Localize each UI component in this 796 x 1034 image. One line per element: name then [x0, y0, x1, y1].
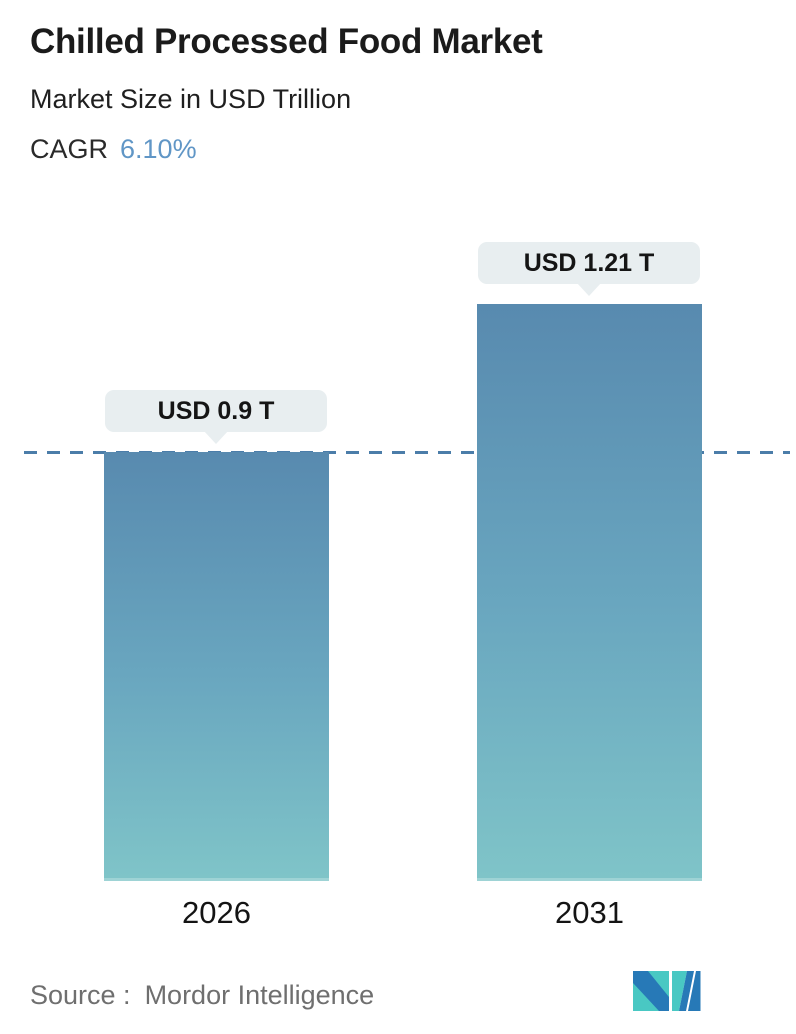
page-title: Chilled Processed Food Market — [30, 22, 543, 61]
value-callout-2026: USD 0.9 T — [105, 389, 327, 444]
source-label: Source : — [30, 980, 131, 1010]
cagr-value: 6.10% — [120, 134, 197, 164]
axis-label-2026: 2026 — [182, 895, 251, 930]
chart-subtitle: Market Size in USD Trillion — [30, 84, 352, 114]
axis-label-2031: 2031 — [555, 895, 624, 930]
value-callout-2031: USD 1.21 T — [478, 241, 700, 296]
source-value: Mordor Intelligence — [144, 980, 375, 1010]
cagr-label: CAGR — [30, 134, 109, 164]
callout-pointer-icon — [577, 282, 601, 296]
callout-pointer-icon — [204, 430, 228, 444]
value-label-2026: USD 0.9 T — [157, 396, 275, 425]
cagr-row: CAGR 6.10% — [30, 134, 197, 165]
reference-dashed-line — [24, 450, 790, 454]
source-row: Source : Mordor Intelligence — [30, 980, 374, 1011]
bar-2026 — [104, 451, 329, 881]
value-label-2031: USD 1.21 T — [523, 248, 655, 277]
bar-2031 — [477, 303, 702, 881]
mordor-intelligence-logo — [633, 971, 701, 1011]
